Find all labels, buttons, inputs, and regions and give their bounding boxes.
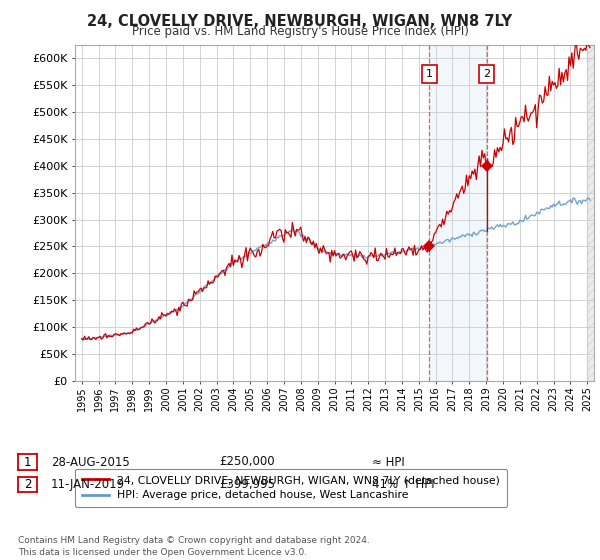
Text: 41% ↑ HPI: 41% ↑ HPI	[372, 478, 434, 491]
Bar	[429, 45, 487, 381]
Text: 24, CLOVELLY DRIVE, NEWBURGH, WIGAN, WN8 7LY: 24, CLOVELLY DRIVE, NEWBURGH, WIGAN, WN8…	[88, 14, 512, 29]
Legend: 24, CLOVELLY DRIVE, NEWBURGH, WIGAN, WN8 7LY (detached house), HPI: Average pric: 24, CLOVELLY DRIVE, NEWBURGH, WIGAN, WN8…	[75, 469, 507, 507]
Text: Price paid vs. HM Land Registry's House Price Index (HPI): Price paid vs. HM Land Registry's House …	[131, 25, 469, 38]
Text: 28-AUG-2015: 28-AUG-2015	[51, 455, 130, 469]
Text: 11-JAN-2019: 11-JAN-2019	[51, 478, 125, 491]
Text: £399,995: £399,995	[219, 478, 275, 491]
Text: 1: 1	[426, 69, 433, 80]
Text: 2: 2	[24, 478, 31, 491]
Text: ≈ HPI: ≈ HPI	[372, 455, 405, 469]
Bar	[587, 45, 596, 381]
Text: £250,000: £250,000	[219, 455, 275, 469]
Text: Contains HM Land Registry data © Crown copyright and database right 2024.
This d: Contains HM Land Registry data © Crown c…	[18, 536, 370, 557]
Text: 2: 2	[483, 69, 490, 80]
Text: 1: 1	[24, 455, 31, 469]
